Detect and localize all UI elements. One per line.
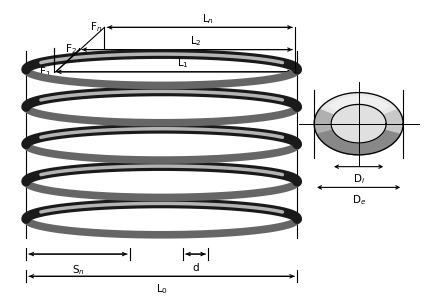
Text: F$_1$: F$_1$ (40, 65, 51, 79)
Text: F$_n$: F$_n$ (90, 20, 102, 34)
Text: d: d (192, 263, 199, 273)
Text: F$_2$: F$_2$ (65, 43, 77, 56)
Text: D$_i$: D$_i$ (353, 172, 365, 186)
Wedge shape (329, 96, 388, 124)
Wedge shape (317, 124, 400, 155)
Circle shape (331, 104, 386, 143)
Text: L$_n$: L$_n$ (202, 12, 214, 26)
Wedge shape (331, 104, 386, 143)
Wedge shape (359, 93, 403, 155)
Text: L$_0$: L$_0$ (156, 282, 168, 296)
Text: L$_2$: L$_2$ (190, 34, 201, 48)
Text: L$_1$: L$_1$ (177, 56, 189, 70)
Text: S$_n$: S$_n$ (71, 263, 85, 277)
Circle shape (314, 93, 403, 155)
Text: D$_e$: D$_e$ (351, 193, 366, 207)
Wedge shape (320, 93, 397, 124)
